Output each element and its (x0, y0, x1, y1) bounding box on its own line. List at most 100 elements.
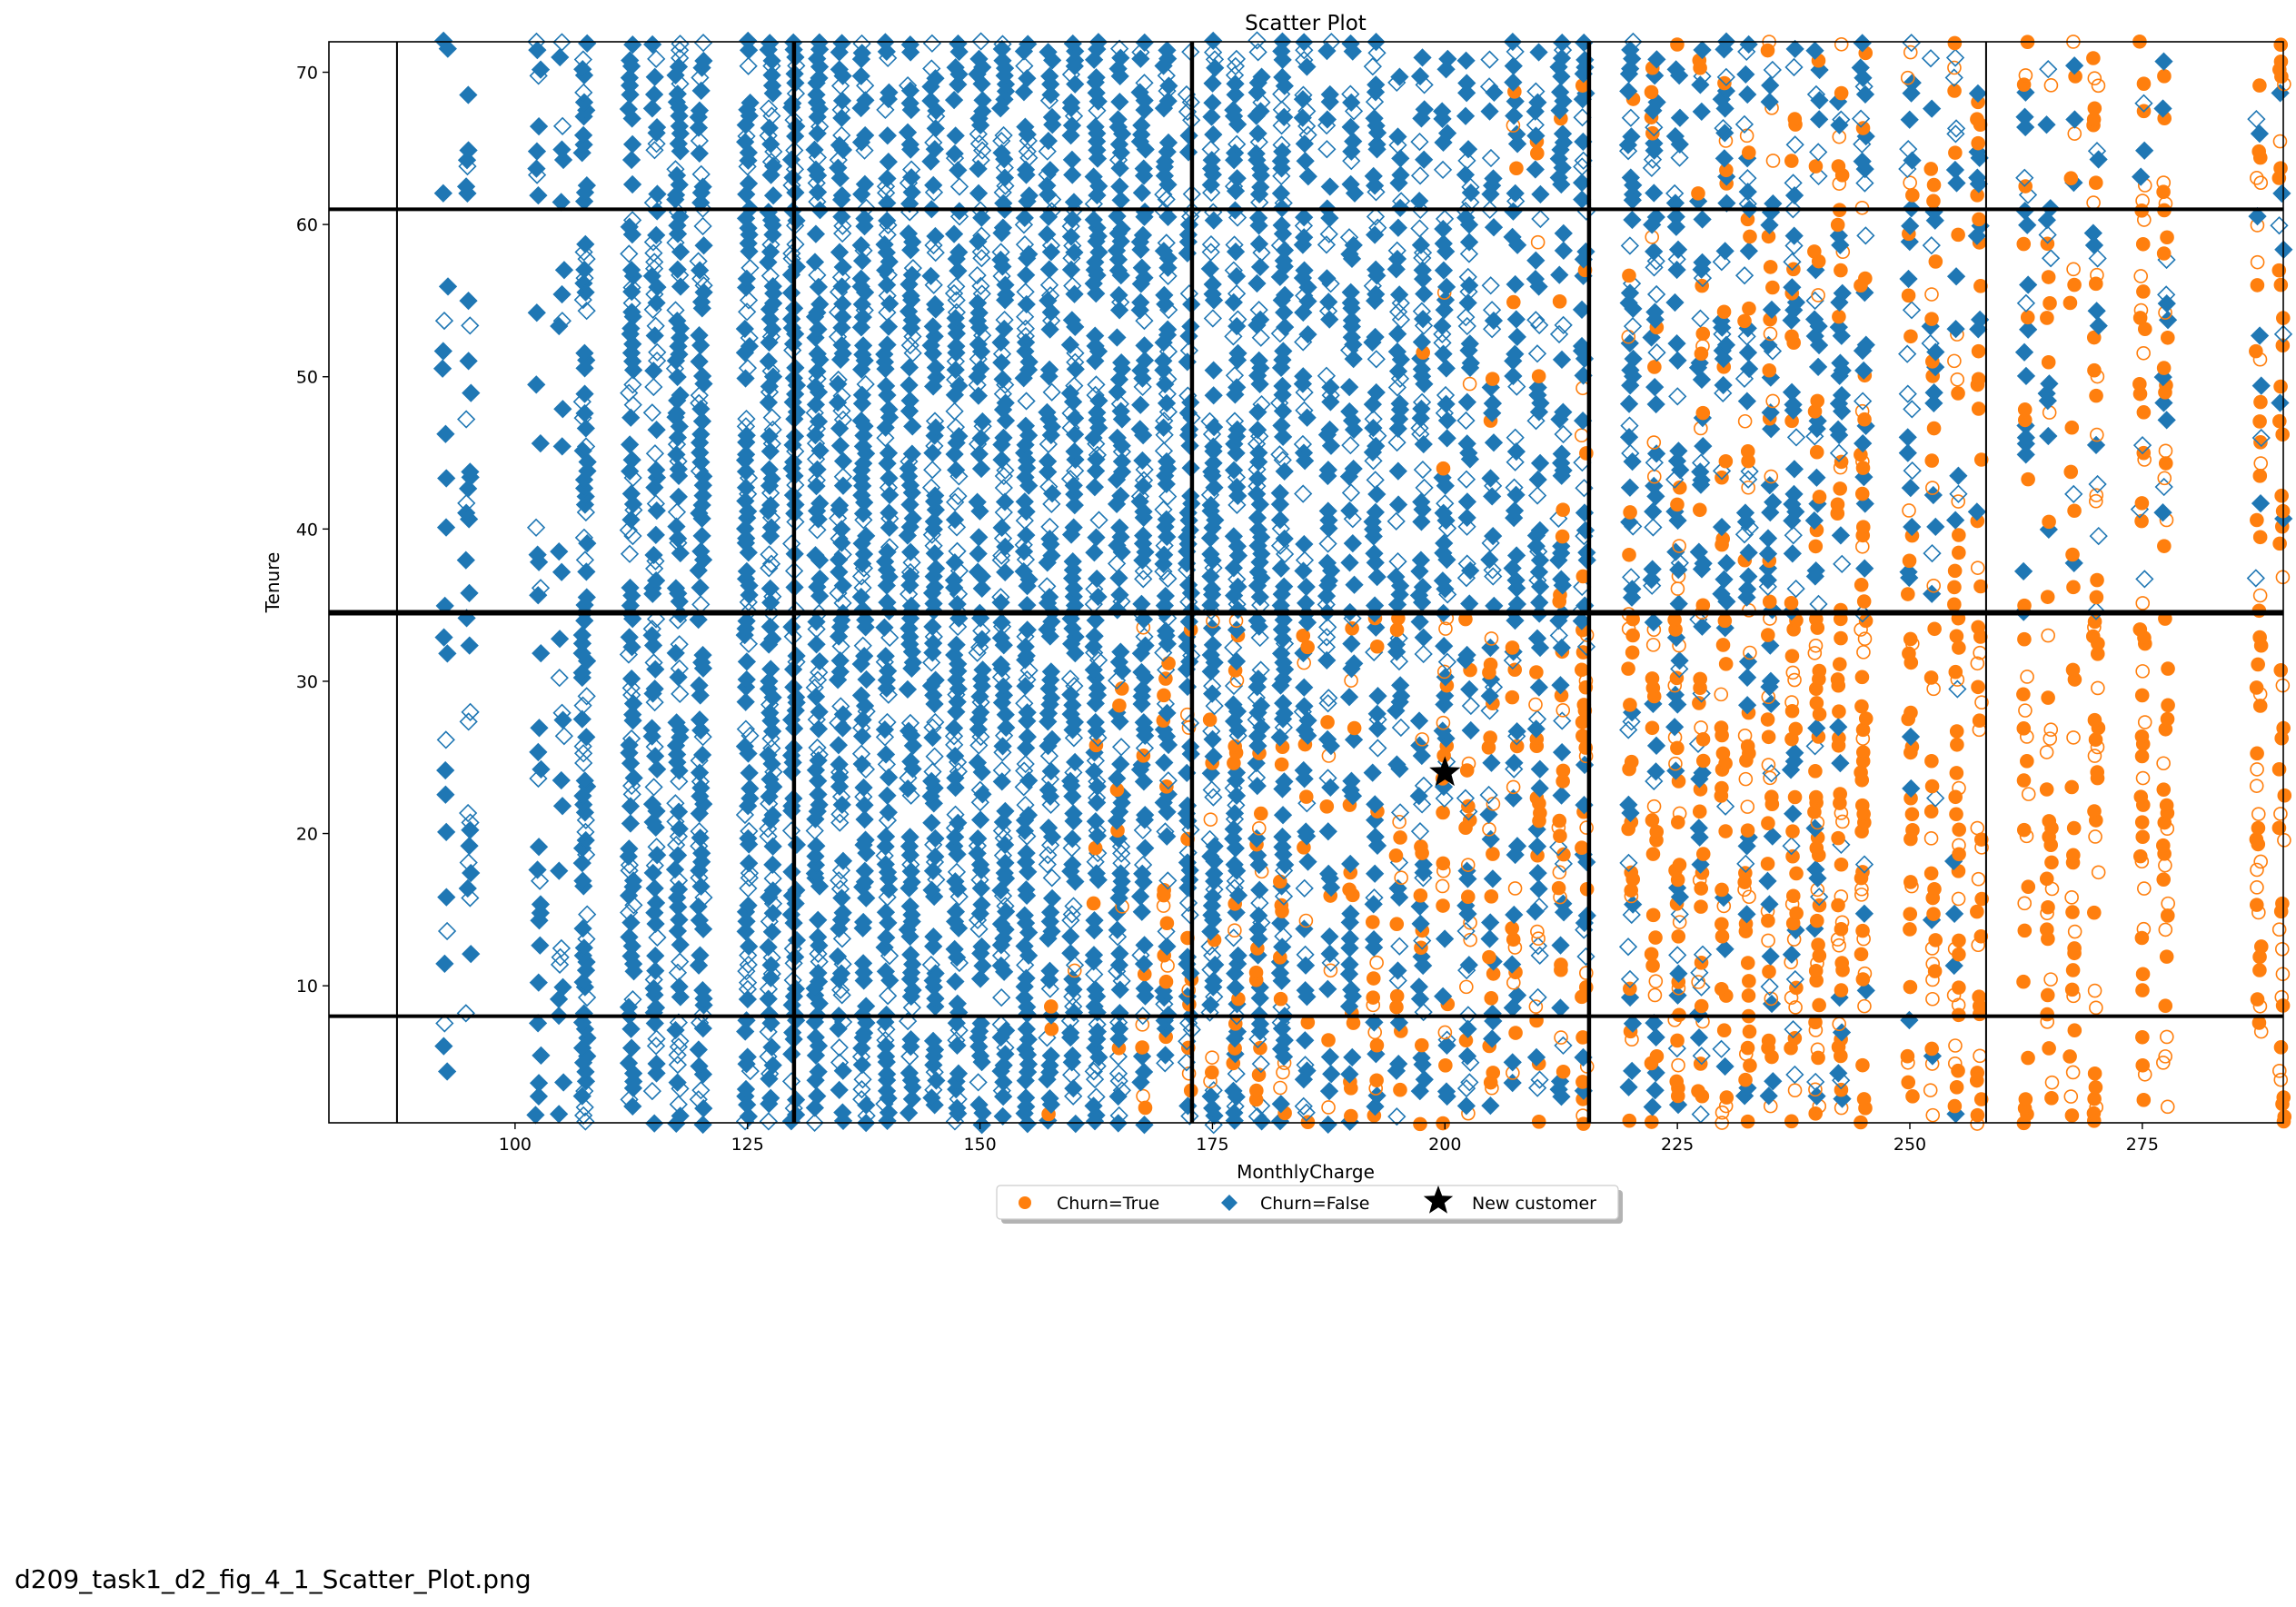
point-churn-false (878, 286, 897, 305)
point-churn-true (1784, 595, 1799, 610)
point-churn-false (1040, 769, 1060, 789)
point-churn-false (552, 562, 572, 581)
point-churn-false (1039, 360, 1059, 379)
point-churn-false (1086, 812, 1105, 831)
point-churn-true (1528, 697, 1543, 712)
point-churn-false (1320, 177, 1339, 196)
point-churn-false (1739, 242, 1758, 261)
point-churn-false (1295, 551, 1315, 570)
point-churn-false (853, 954, 873, 973)
point-churn-false (647, 49, 666, 68)
point-churn-false (1437, 652, 1457, 671)
point-churn-false (1084, 946, 1104, 965)
point-churn-false (550, 861, 569, 880)
point-churn-false (901, 1030, 920, 1049)
point-churn-false (787, 56, 806, 75)
point-churn-false (1506, 310, 1526, 329)
point-churn-false (807, 85, 826, 104)
point-churn-false (1295, 41, 1314, 60)
point-churn-false (810, 441, 830, 461)
point-churn-true (1414, 839, 1428, 854)
point-churn-false (902, 872, 921, 892)
point-churn-false (1344, 132, 1363, 151)
point-churn-false (645, 253, 664, 272)
point-churn-false (1017, 1019, 1036, 1038)
point-churn-false (1903, 400, 1922, 419)
point-churn-false (1040, 161, 1059, 180)
point-churn-false (853, 336, 873, 355)
point-churn-false (1063, 276, 1082, 295)
point-churn-false (1270, 445, 1289, 464)
point-churn-false (1248, 520, 1268, 540)
point-churn-false (1228, 134, 1247, 154)
point-churn-false (901, 160, 921, 179)
point-churn-false (832, 986, 851, 1005)
point-churn-false (1507, 722, 1526, 741)
point-churn-false (1109, 1029, 1128, 1048)
point-churn-true (1973, 1048, 1987, 1064)
point-churn-false (832, 929, 852, 948)
point-churn-false (1135, 74, 1154, 93)
point-churn-true (1715, 780, 1729, 796)
point-churn-false (1064, 763, 1083, 782)
point-churn-false (1227, 1064, 1246, 1084)
point-churn-false (900, 375, 919, 395)
point-churn-true (1765, 393, 1780, 409)
point-churn-false (900, 1104, 919, 1123)
point-churn-false (762, 408, 781, 427)
point-churn-false (1715, 939, 1734, 958)
point-churn-true (1949, 766, 1964, 780)
point-churn-true (1905, 1089, 1920, 1104)
point-churn-false (992, 144, 1011, 163)
point-churn-false (945, 510, 965, 530)
point-churn-true (1622, 547, 1636, 562)
point-churn-false (1341, 84, 1360, 104)
point-churn-false (1203, 729, 1222, 749)
point-churn-false (1134, 561, 1153, 580)
point-churn-false (924, 937, 943, 956)
point-churn-false (457, 410, 476, 429)
point-churn-true (1832, 704, 1846, 719)
point-churn-false (646, 525, 665, 544)
point-churn-false (438, 1062, 457, 1081)
point-churn-false (759, 352, 778, 371)
point-churn-false (621, 1019, 641, 1038)
point-churn-true (1765, 154, 1781, 168)
point-churn-false (1041, 235, 1061, 255)
point-churn-false (1318, 822, 1337, 841)
point-churn-true (1648, 974, 1664, 988)
point-churn-false (459, 803, 478, 823)
point-churn-false (1084, 1062, 1103, 1081)
point-churn-false (922, 653, 941, 672)
point-churn-false (619, 1054, 639, 1073)
point-churn-false (1061, 403, 1080, 422)
point-churn-false (921, 955, 941, 975)
point-churn-false (1368, 218, 1387, 237)
point-churn-true (1903, 329, 1918, 344)
point-churn-false (991, 593, 1010, 612)
point-churn-false (833, 903, 852, 922)
point-churn-false (995, 168, 1015, 187)
point-churn-false (830, 871, 849, 890)
point-churn-false (623, 375, 642, 394)
point-churn-false (1248, 846, 1267, 865)
point-churn-true (1435, 878, 1450, 894)
point-churn-true (1345, 620, 1359, 636)
point-churn-false (924, 627, 943, 646)
point-churn-false (1275, 544, 1295, 564)
point-churn-true (1761, 758, 1776, 772)
point-churn-false (1461, 560, 1480, 580)
point-churn-false (1154, 441, 1174, 461)
point-churn-false (1039, 43, 1058, 62)
point-churn-false (1296, 1031, 1315, 1050)
point-churn-true (1923, 670, 1939, 685)
point-churn-false (644, 653, 663, 672)
point-churn-false (740, 763, 759, 783)
point-churn-false (1551, 998, 1570, 1017)
point-churn-false (1668, 946, 1687, 965)
point-churn-true (1857, 998, 1872, 1014)
point-churn-false (689, 252, 708, 271)
point-churn-false (623, 395, 642, 414)
point-churn-false (1275, 461, 1294, 481)
point-churn-false (647, 421, 666, 440)
